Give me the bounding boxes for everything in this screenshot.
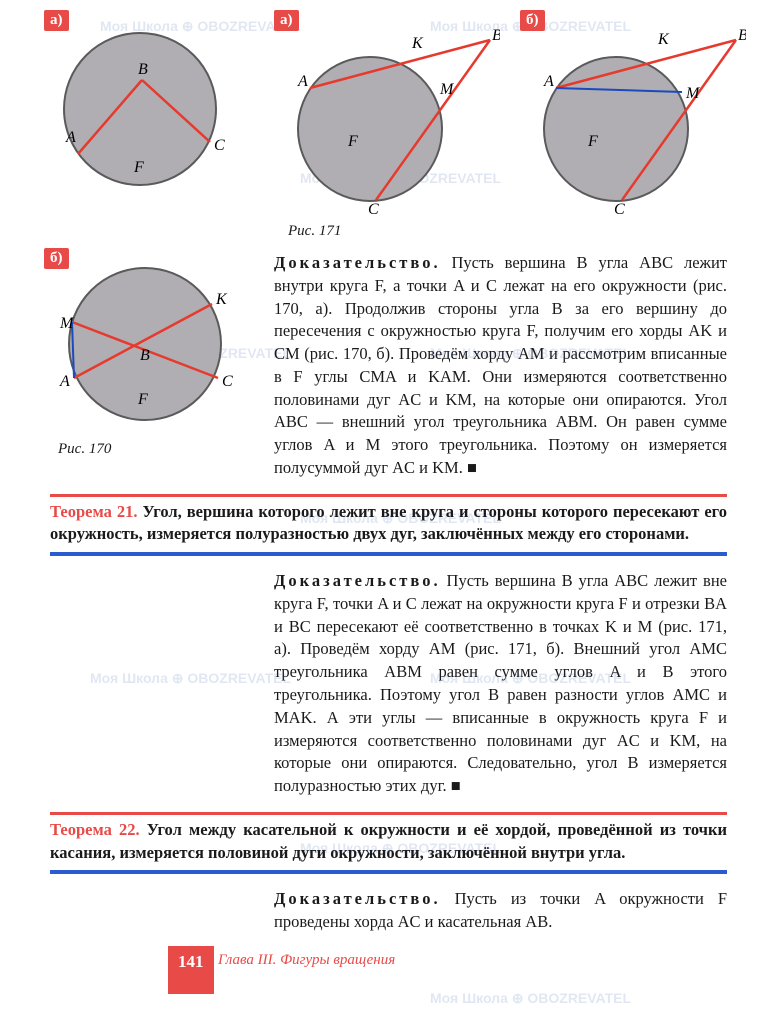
svg-text:K: K [411, 35, 424, 52]
theorem-head: Теорема 22. [50, 820, 140, 839]
svg-text:M: M [59, 315, 75, 332]
svg-text:A: A [65, 129, 76, 146]
proof-head: Доказательство. [274, 571, 441, 590]
proof-head: Доказательство. [274, 889, 441, 908]
page-number: 141 [168, 946, 214, 994]
theorem-22: Теорема 22. Угол между касательной к окр… [50, 812, 727, 865]
figure-caption: Рис. 171 [288, 223, 500, 240]
svg-text:B: B [138, 61, 148, 78]
figure-171a: а) A K B M F C Рис. 171 [280, 14, 500, 240]
figure-row-top: а) B A C F а) A [0, 0, 761, 240]
theorem-head: Теорема 21. [50, 502, 137, 521]
svg-text:C: C [368, 201, 379, 214]
proof-body: Пусть вершина B угла ABC лежит вне круга… [274, 571, 727, 795]
svg-text:K: K [657, 31, 670, 48]
figure-label: б) [44, 248, 69, 269]
figure-label: а) [274, 10, 299, 31]
figure-170a: а) B A C F [50, 14, 250, 199]
figure-171b-svg: A K B M F C [526, 14, 746, 214]
proof-1-text: Доказательство. Пусть вершина B угла ABC… [274, 252, 727, 480]
theorem-body: Угол между касательной к окружности и её… [50, 820, 727, 862]
page: Моя Школа ⊕ OBOZREVATEL Моя Школа ⊕ OBOZ… [0, 0, 761, 1024]
svg-text:F: F [347, 133, 358, 150]
theorem-body: Угол, вершина которого лежит вне круга и… [50, 502, 727, 544]
divider [50, 870, 727, 874]
svg-text:A: A [543, 73, 554, 90]
theorem-21: Теорема 21. Угол, вершина которого лежит… [50, 494, 727, 547]
svg-text:C: C [222, 373, 233, 390]
proof-row-1: б) M K A C B F Рис. 170 Доказательство. … [0, 240, 761, 480]
figure-171a-svg: A K B M F C [280, 14, 500, 214]
svg-text:F: F [587, 133, 598, 150]
svg-text:M: M [439, 81, 455, 98]
svg-text:F: F [133, 159, 144, 176]
svg-text:C: C [214, 137, 225, 154]
figure-170a-svg: B A C F [50, 14, 230, 194]
figure-171-row: а) A K B M F C Рис. 171 б) [280, 14, 746, 240]
proof-head: Доказательство. [274, 253, 441, 272]
figure-label: а) [44, 10, 69, 31]
svg-text:B: B [492, 27, 500, 44]
figure-171b: б) A K B M F C [526, 14, 746, 240]
svg-text:B: B [738, 27, 746, 44]
svg-text:K: K [215, 291, 228, 308]
svg-text:A: A [59, 373, 70, 390]
svg-text:F: F [137, 391, 148, 408]
figure-label: б) [520, 10, 545, 31]
proof-3-text: Доказательство. Пусть из точки A окружно… [50, 888, 727, 934]
proof-body: Пусть вершина B угла ABC лежит внутри кр… [274, 253, 727, 477]
divider [50, 552, 727, 556]
svg-text:A: A [297, 73, 308, 90]
figure-170b-svg: M K A C B F [50, 252, 240, 432]
svg-text:C: C [614, 201, 625, 214]
proof-2-text: Доказательство. Пусть вершина B угла ABC… [50, 570, 727, 798]
chapter-title: Глава III. Фигуры вращения [218, 952, 395, 969]
figure-caption: Рис. 170 [58, 441, 250, 458]
page-footer: 141 Глава III. Фигуры вращения [0, 944, 761, 1004]
svg-text:B: B [140, 347, 150, 364]
svg-text:M: M [685, 85, 701, 102]
figure-170b: б) M K A C B F [50, 252, 250, 437]
